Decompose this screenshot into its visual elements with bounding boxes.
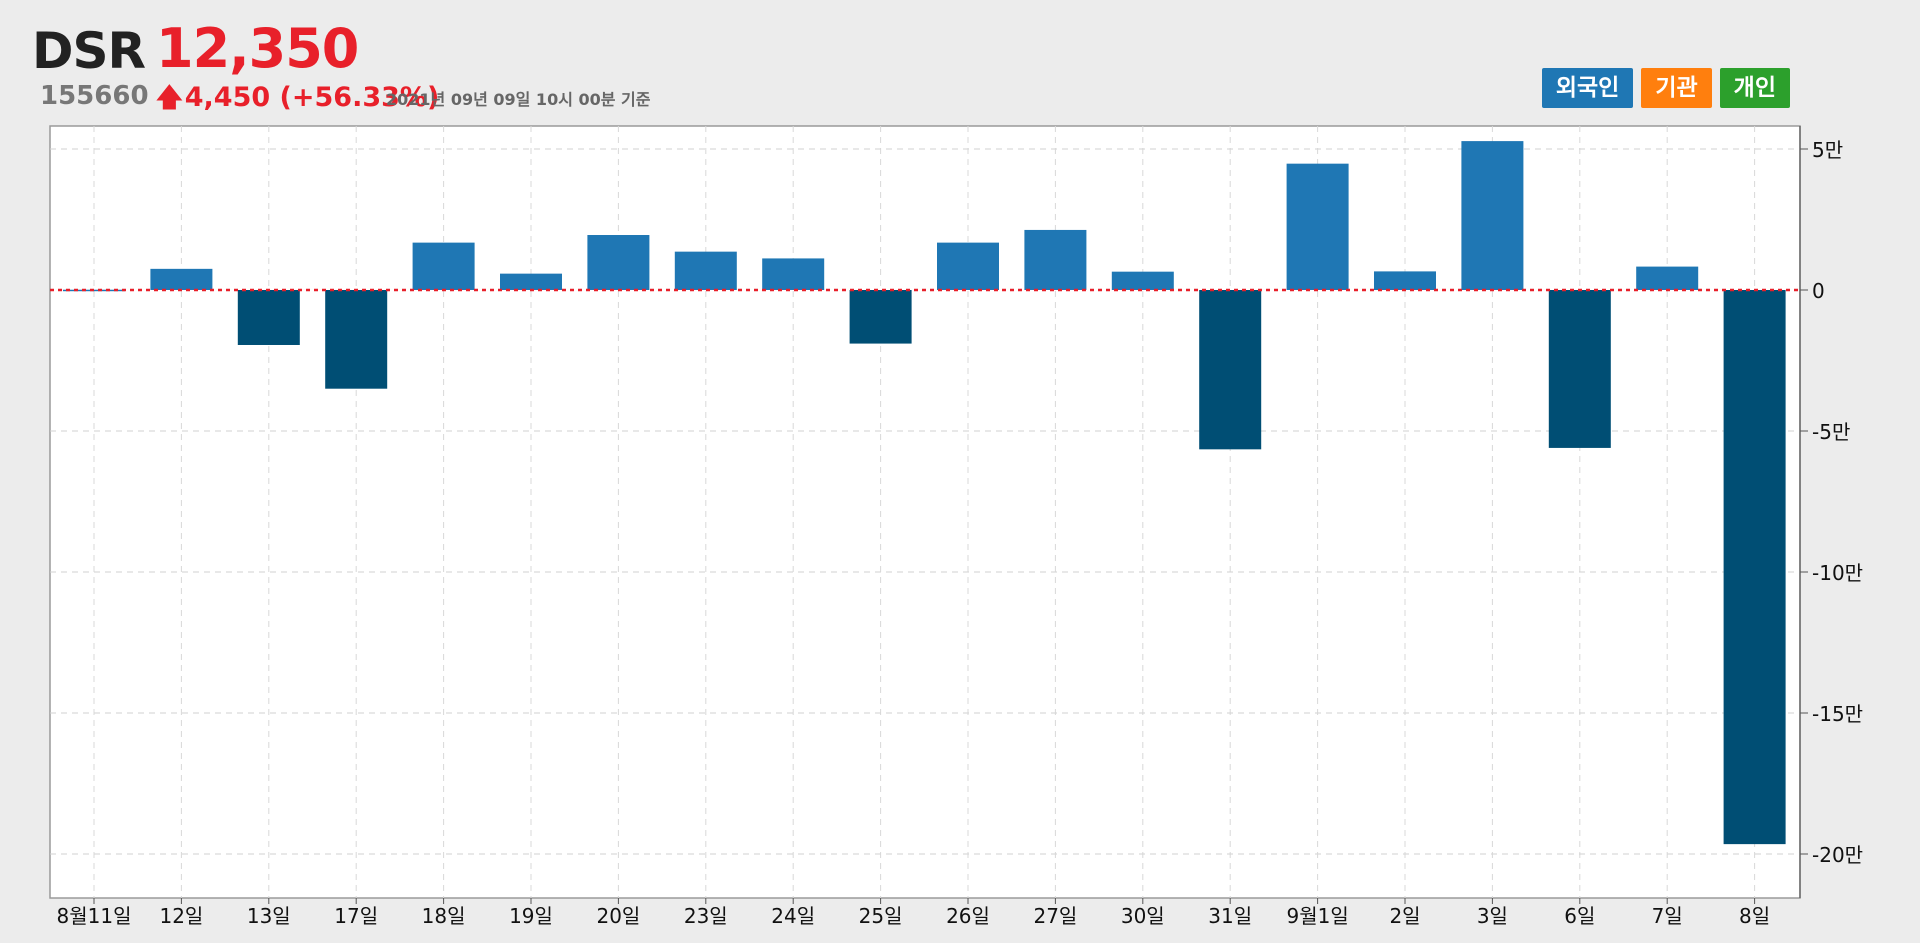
y-tick-label: -15만 <box>1812 702 1863 726</box>
y-tick-label: 5만 <box>1812 138 1843 162</box>
bar <box>412 242 475 290</box>
bar <box>325 290 388 389</box>
bar <box>1723 290 1786 845</box>
plot-area <box>49 125 1801 899</box>
bar <box>1461 141 1524 290</box>
x-tick-label: 30일 <box>1121 904 1165 928</box>
x-tick-label: 19일 <box>509 904 553 928</box>
bar <box>1199 290 1262 450</box>
bar <box>1024 229 1087 290</box>
y-tick-label: 0 <box>1812 279 1825 303</box>
bar <box>674 251 737 290</box>
legend: 외국인 기관 개인 <box>1541 68 1790 108</box>
x-tick-label: 9월1일 <box>1286 904 1348 928</box>
y-tick-label: -10만 <box>1812 561 1863 585</box>
x-tick-label: 2일 <box>1389 904 1420 928</box>
legend-individual-button[interactable]: 개인 <box>1719 68 1790 108</box>
timestamp: 2021년 09년 09일 10시 00분 기준 <box>386 90 651 109</box>
current-price: 12,350 <box>156 17 359 80</box>
bar <box>1286 163 1349 290</box>
legend-foreign-button[interactable]: 외국인 <box>1541 68 1634 108</box>
x-tick-label: 8일 <box>1739 904 1770 928</box>
x-tick-label: 7일 <box>1652 904 1683 928</box>
bar <box>237 290 300 345</box>
up-arrow-icon: 🡅 <box>156 82 183 113</box>
bar <box>762 258 825 290</box>
x-tick-label: 3일 <box>1477 904 1508 928</box>
bar <box>150 268 213 290</box>
y-tick-label: -5만 <box>1812 420 1850 444</box>
stock-code: 155660 <box>40 81 149 111</box>
bar <box>500 273 562 290</box>
x-tick-label: 8월11일 <box>57 904 132 928</box>
x-tick-label: 6일 <box>1564 904 1595 928</box>
price-change-value: 4,450 (+56.33%) <box>184 82 440 113</box>
price-change: 🡅 4,450 (+56.33%) <box>156 84 439 111</box>
x-tick-label: 17일 <box>334 904 378 928</box>
stock-name: DSR <box>32 22 146 80</box>
x-tick-label: 18일 <box>422 904 466 928</box>
y-tick-label: -20만 <box>1812 843 1863 867</box>
legend-institution-button[interactable]: 기관 <box>1641 68 1712 108</box>
bar <box>1374 271 1436 290</box>
x-tick-label: 26일 <box>946 904 990 928</box>
bar <box>849 290 912 344</box>
x-tick-label: 31일 <box>1208 904 1252 928</box>
x-tick-label: 27일 <box>1033 904 1077 928</box>
bar <box>1636 266 1699 290</box>
bar <box>937 242 999 290</box>
bar <box>587 235 650 290</box>
x-tick-label: 20일 <box>596 904 640 928</box>
x-tick-label: 24일 <box>771 904 815 928</box>
x-tick-label: 23일 <box>684 904 728 928</box>
bar <box>1111 271 1174 290</box>
bar <box>1548 290 1611 448</box>
x-tick-label: 13일 <box>247 904 291 928</box>
x-tick-label: 25일 <box>859 904 903 928</box>
x-tick-label: 12일 <box>159 904 203 928</box>
